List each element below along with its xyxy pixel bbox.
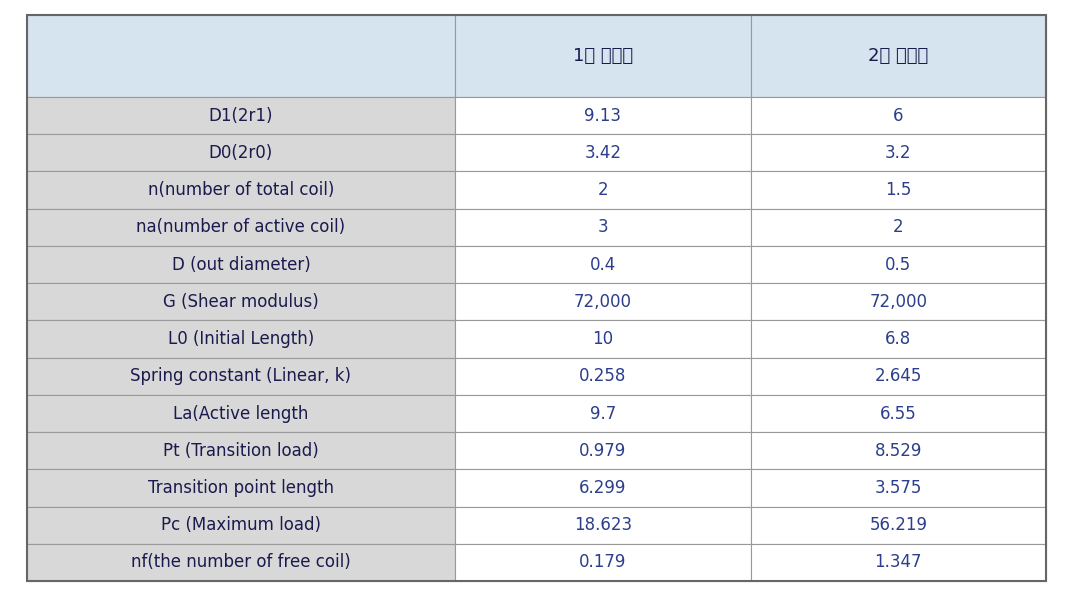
Bar: [750, 283, 1046, 321]
Bar: [27, 544, 455, 581]
Bar: [750, 172, 1046, 209]
Text: 0.979: 0.979: [579, 442, 627, 460]
Text: 56.219: 56.219: [869, 516, 927, 534]
Bar: [455, 321, 750, 358]
Bar: [455, 97, 750, 134]
Text: D0(2r0): D0(2r0): [209, 144, 273, 162]
Bar: [27, 470, 455, 507]
Bar: [750, 321, 1046, 358]
Text: 18.623: 18.623: [574, 516, 632, 534]
Bar: [27, 172, 455, 209]
Text: 2: 2: [893, 218, 903, 237]
Bar: [750, 209, 1046, 246]
Text: 2: 2: [598, 181, 608, 199]
Text: 3.2: 3.2: [885, 144, 912, 162]
Text: 72,000: 72,000: [869, 293, 927, 311]
Text: 6.8: 6.8: [885, 330, 911, 348]
Bar: [750, 544, 1046, 581]
Text: 9.13: 9.13: [585, 107, 621, 125]
Bar: [455, 283, 750, 321]
Text: 3: 3: [598, 218, 608, 237]
Text: 3.42: 3.42: [585, 144, 621, 162]
Text: L0 (Initial Length): L0 (Initial Length): [167, 330, 314, 348]
Bar: [750, 134, 1046, 172]
Bar: [750, 358, 1046, 395]
Bar: [27, 432, 455, 470]
Bar: [27, 507, 455, 544]
Bar: [750, 97, 1046, 134]
Bar: [27, 97, 455, 134]
Bar: [27, 134, 455, 172]
Bar: [750, 432, 1046, 470]
Text: D (out diameter): D (out diameter): [172, 256, 310, 274]
Bar: [750, 507, 1046, 544]
Text: nf(the number of free coil): nf(the number of free coil): [131, 554, 351, 572]
Bar: [750, 470, 1046, 507]
Text: 1.5: 1.5: [885, 181, 912, 199]
Bar: [455, 470, 750, 507]
Text: Pc (Maximum load): Pc (Maximum load): [161, 516, 321, 534]
Text: na(number of active coil): na(number of active coil): [136, 218, 346, 237]
Text: 6.299: 6.299: [579, 479, 627, 497]
Text: 6: 6: [893, 107, 903, 125]
Bar: [455, 432, 750, 470]
Text: Pt (Transition load): Pt (Transition load): [163, 442, 319, 460]
Bar: [455, 134, 750, 172]
Bar: [27, 321, 455, 358]
Text: 10: 10: [592, 330, 614, 348]
Text: 72,000: 72,000: [574, 293, 632, 311]
Bar: [27, 358, 455, 395]
Text: D1(2r1): D1(2r1): [208, 107, 274, 125]
Text: Transition point length: Transition point length: [148, 479, 334, 497]
Bar: [27, 209, 455, 246]
Text: 0.5: 0.5: [885, 256, 911, 274]
Text: 3.575: 3.575: [874, 479, 922, 497]
Text: 0.4: 0.4: [590, 256, 616, 274]
Bar: [750, 15, 1046, 97]
Bar: [455, 15, 750, 97]
Bar: [27, 395, 455, 432]
Text: 2차 스프링: 2차 스프링: [868, 47, 928, 65]
Text: 0.179: 0.179: [579, 554, 627, 572]
Bar: [27, 246, 455, 283]
Bar: [455, 172, 750, 209]
Text: 6.55: 6.55: [880, 405, 916, 423]
Text: 0.258: 0.258: [579, 367, 627, 385]
Bar: [455, 544, 750, 581]
Bar: [27, 283, 455, 321]
Bar: [455, 246, 750, 283]
Bar: [750, 246, 1046, 283]
Text: 8.529: 8.529: [874, 442, 922, 460]
Bar: [750, 395, 1046, 432]
Text: 1.347: 1.347: [874, 554, 922, 572]
Text: G (Shear modulus): G (Shear modulus): [163, 293, 319, 311]
Text: n(number of total coil): n(number of total coil): [148, 181, 334, 199]
Bar: [455, 507, 750, 544]
Bar: [455, 395, 750, 432]
Text: La(Active length: La(Active length: [173, 405, 309, 423]
Text: 9.7: 9.7: [590, 405, 616, 423]
Text: Spring constant (Linear, k): Spring constant (Linear, k): [131, 367, 351, 385]
Text: 2.645: 2.645: [874, 367, 922, 385]
Bar: [455, 209, 750, 246]
Bar: [455, 358, 750, 395]
Text: 1차 스프링: 1차 스프링: [573, 47, 633, 65]
Bar: [27, 15, 455, 97]
